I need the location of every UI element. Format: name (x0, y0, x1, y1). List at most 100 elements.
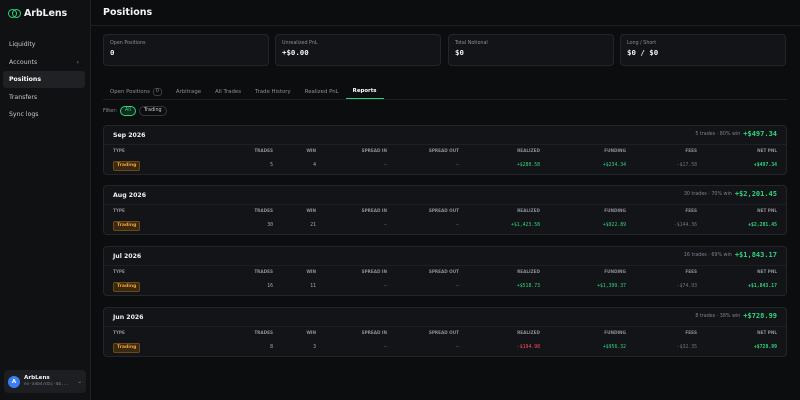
user-info: ArbLens ev-a4b47d5c·4b... (24, 375, 73, 388)
column-header-fees: Fees (685, 330, 697, 335)
column-header-realized: Realized (517, 269, 540, 274)
column-header-net-pnl: Net PnL (757, 330, 777, 335)
report-summary: 8 trades · 38% win +$728.99 (695, 312, 777, 320)
filter-chip-trading[interactable]: Trading (138, 106, 167, 116)
sidebar-item-positions[interactable]: Positions (3, 71, 85, 89)
report-net-pnl: +$2,201.45 (734, 190, 777, 198)
column-header-trades: Trades (254, 148, 273, 153)
sidebar-item-label: Positions (9, 76, 42, 84)
report-filter: Filter: All Trading (103, 106, 167, 116)
cell-spread-out: – (456, 345, 459, 350)
cell-realized: +$1,423.58 (511, 223, 540, 228)
report-summary: 16 trades · 69% win +$1,843.17 (684, 251, 777, 259)
report-meta: 5 trades · 80% win (695, 131, 741, 137)
column-header-trades: Trades (254, 208, 273, 213)
table-header: Type Trades Win Spread In Spread Out Rea… (104, 208, 786, 218)
column-header-net-pnl: Net PnL (757, 269, 777, 274)
sidebar-item-liquidity[interactable]: Liquidity (3, 36, 85, 53)
tab-trade-history[interactable]: Trade History (248, 84, 298, 99)
table-row: Trading 16 11 – – +$518.73 +$1,399.37 -$… (104, 282, 786, 293)
tab-count-badge: 0 (152, 87, 162, 96)
cell-spread-in: – (384, 163, 387, 168)
cell-win: 4 (313, 163, 316, 168)
tab-label: Open Positions (110, 88, 150, 95)
type-badge: Trading (113, 161, 141, 171)
cell-net-pnl: +$2,201.45 (748, 223, 777, 228)
stat-value: 0 (110, 48, 115, 57)
column-header-win: Win (306, 148, 316, 153)
cell-funding: +$234.34 (602, 163, 626, 168)
column-header-spread-out: Spread Out (428, 269, 459, 274)
tab-reports[interactable]: Reports (345, 84, 384, 99)
sidebar-item-sync-logs[interactable]: Sync logs (3, 106, 85, 123)
sidebar-nav: Liquidity Accounts › Positions Transfers… (3, 36, 85, 124)
tabs-divider (103, 99, 787, 100)
column-header-funding: Funding (604, 269, 626, 274)
tab-arbitrage[interactable]: Arbitrage (169, 84, 208, 99)
column-header-trades: Trades (254, 269, 273, 274)
cell-realized: +$518.73 (516, 284, 540, 289)
column-header-spread-out: Spread Out (428, 208, 459, 213)
cell-trades: 5 (270, 163, 273, 168)
column-header-win: Win (306, 269, 316, 274)
monthly-report-card: Sep 2026 5 trades · 80% win +$497.34 Typ… (103, 125, 787, 175)
report-month: Jul 2026 (113, 253, 142, 260)
logo-rings-icon (8, 7, 21, 19)
report-header[interactable]: Jul 2026 16 trades · 69% win +$1,843.17 (104, 247, 786, 266)
stat-unrealized-pnl: Unrealized PnL +$0.00 (275, 34, 441, 66)
column-header-type: Type (113, 330, 125, 335)
report-summary: 30 trades · 70% win +$2,201.45 (684, 190, 777, 198)
column-header-fees: Fees (685, 269, 697, 274)
chevron-right-icon: › (76, 58, 79, 66)
report-meta: 8 trades · 38% win (695, 313, 741, 319)
report-meta: 16 trades · 69% win (683, 252, 732, 258)
column-header-funding: Funding (604, 208, 626, 213)
positions-tabs: Open Positions 0 Arbitrage All Trades Tr… (103, 84, 787, 99)
stat-label: Open Positions (110, 41, 146, 46)
sidebar-item-label: Accounts (9, 58, 38, 66)
report-month: Aug 2026 (113, 192, 146, 199)
stat-label: Long / Short (627, 41, 657, 46)
report-header[interactable]: Jun 2026 8 trades · 38% win +$728.99 (104, 308, 786, 327)
table-row: Trading 5 4 – – +$280.58 +$234.34 -$17.5… (104, 161, 786, 172)
tab-realized-pnl[interactable]: Realized PnL (298, 84, 346, 99)
report-month: Sep 2026 (113, 132, 146, 139)
stat-value: $0 / $0 (627, 48, 659, 57)
cell-fees: -$17.58 (676, 163, 697, 168)
cell-realized: +$280.58 (516, 163, 540, 168)
tab-open-positions[interactable]: Open Positions 0 (103, 84, 169, 99)
filter-chip-all[interactable]: All (119, 106, 136, 116)
stat-label: Total Notional (455, 41, 488, 46)
report-header[interactable]: Sep 2026 5 trades · 80% win +$497.34 (104, 126, 786, 145)
sidebar-item-accounts[interactable]: Accounts › (3, 54, 85, 71)
table-row: Trading 8 3 – – -$194.98 +$956.32 -$32.3… (104, 343, 786, 354)
column-header-win: Win (306, 208, 316, 213)
user-address: ev-a4b47d5c·4b... (24, 382, 69, 387)
sidebar-item-transfers[interactable]: Transfers (3, 89, 85, 106)
column-header-net-pnl: Net PnL (757, 148, 777, 153)
monthly-report-card: Jun 2026 8 trades · 38% win +$728.99 Typ… (103, 307, 787, 357)
page-header: Positions (91, 0, 800, 26)
report-net-pnl: +$497.34 (743, 130, 777, 138)
column-header-win: Win (306, 330, 316, 335)
sidebar-item-label: Transfers (9, 93, 38, 101)
report-header[interactable]: Aug 2026 30 trades · 70% win +$2,201.45 (104, 186, 786, 205)
tab-label: All Trades (215, 88, 242, 95)
cell-win: 11 (310, 284, 316, 289)
monthly-report-card: Jul 2026 16 trades · 69% win +$1,843.17 … (103, 246, 787, 296)
cell-funding: +$922.89 (602, 223, 626, 228)
table-row: Trading 30 21 – – +$1,423.58 +$922.89 -$… (104, 221, 786, 232)
user-account-menu[interactable]: A ArbLens ev-a4b47d5c·4b... ⌄ (4, 370, 86, 393)
chevron-down-icon: ⌄ (77, 378, 82, 385)
tab-label: Reports (352, 88, 377, 94)
cell-spread-out: – (456, 284, 459, 289)
app-logo[interactable]: ArbLens (8, 7, 67, 19)
cell-spread-in: – (384, 223, 387, 228)
cell-spread-out: – (456, 223, 459, 228)
tab-all-trades[interactable]: All Trades (208, 84, 248, 99)
type-badge: Trading (113, 343, 141, 353)
column-header-spread-out: Spread Out (428, 330, 459, 335)
app-name: ArbLens (24, 7, 68, 19)
column-header-spread-in: Spread In (361, 148, 387, 153)
page-title: Positions (103, 7, 153, 18)
